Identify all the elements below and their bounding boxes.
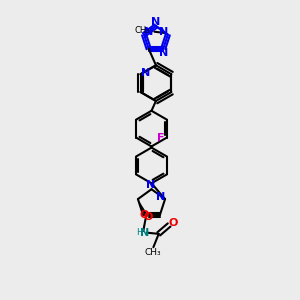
Text: H: H — [136, 228, 142, 237]
Text: N: N — [151, 17, 160, 27]
Text: N: N — [159, 27, 168, 37]
Text: O: O — [139, 210, 148, 220]
Text: N: N — [144, 27, 153, 37]
Text: F: F — [157, 133, 164, 142]
Text: O: O — [168, 218, 178, 228]
Text: N: N — [159, 47, 168, 58]
Text: CH₃: CH₃ — [134, 26, 150, 35]
Text: N: N — [146, 180, 155, 190]
Text: CH₃: CH₃ — [145, 248, 161, 257]
Text: N: N — [141, 68, 150, 78]
Polygon shape — [138, 199, 148, 215]
Text: N: N — [140, 228, 149, 238]
Text: N: N — [156, 192, 165, 202]
Text: O: O — [143, 212, 152, 222]
